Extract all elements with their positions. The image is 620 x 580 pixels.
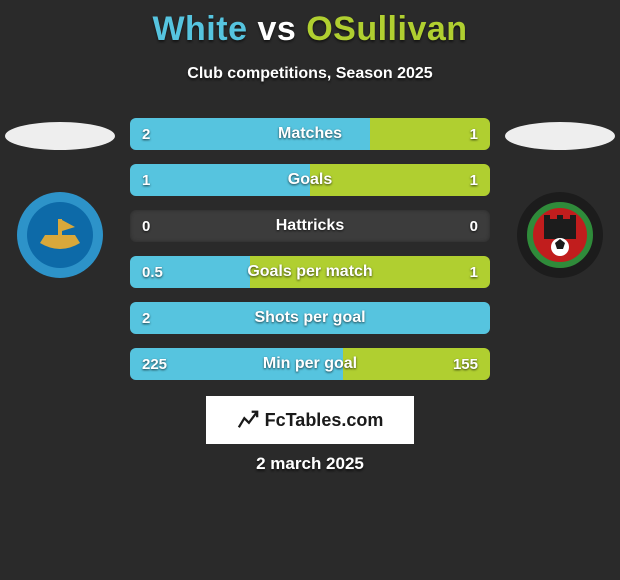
stat-bar-right xyxy=(250,256,490,288)
stat-bar-right xyxy=(370,118,490,150)
stat-bar-left xyxy=(130,348,343,380)
brand-attribution: FcTables.com xyxy=(206,396,414,444)
title-vs: vs xyxy=(257,10,296,48)
match-date: 2 march 2025 xyxy=(0,454,620,474)
ship-icon xyxy=(35,215,85,255)
stat-bar-left xyxy=(130,118,370,150)
stat-row: 0 0Hattricks xyxy=(130,210,490,242)
brand-text: FcTables.com xyxy=(265,410,384,431)
page-title: White vs OSullivan xyxy=(0,0,620,49)
title-left-player: White xyxy=(152,10,247,48)
stat-row: 21Matches xyxy=(130,118,490,150)
subtitle: Club competitions, Season 2025 xyxy=(0,65,620,83)
stat-bar-left xyxy=(130,164,310,196)
stat-row: 11Goals xyxy=(130,164,490,196)
stat-row: 225155Min per goal xyxy=(130,348,490,380)
stat-bar-right xyxy=(310,164,490,196)
stat-value-right: 0 xyxy=(470,218,478,235)
right-player-silhouette xyxy=(505,122,615,150)
left-player-column xyxy=(0,110,120,278)
left-player-silhouette xyxy=(5,122,115,150)
chart-line-icon xyxy=(237,409,259,431)
stat-bar-left xyxy=(130,256,250,288)
stat-bar-left xyxy=(130,302,490,334)
stats-container: 21Matches 11Goals 0 0Hattricks 0.51Goals per… xyxy=(130,118,490,380)
castle-ball-icon xyxy=(530,205,590,265)
stat-bar-right xyxy=(343,348,490,380)
right-player-column xyxy=(500,110,620,278)
stat-row: 2Shots per goal xyxy=(130,302,490,334)
left-club-crest xyxy=(17,192,103,278)
stat-label: Hattricks xyxy=(130,217,490,235)
title-right-player: OSullivan xyxy=(306,10,467,48)
stat-row: 0.51Goals per match xyxy=(130,256,490,288)
right-club-crest xyxy=(517,192,603,278)
stat-value-left: 0 xyxy=(142,218,150,235)
